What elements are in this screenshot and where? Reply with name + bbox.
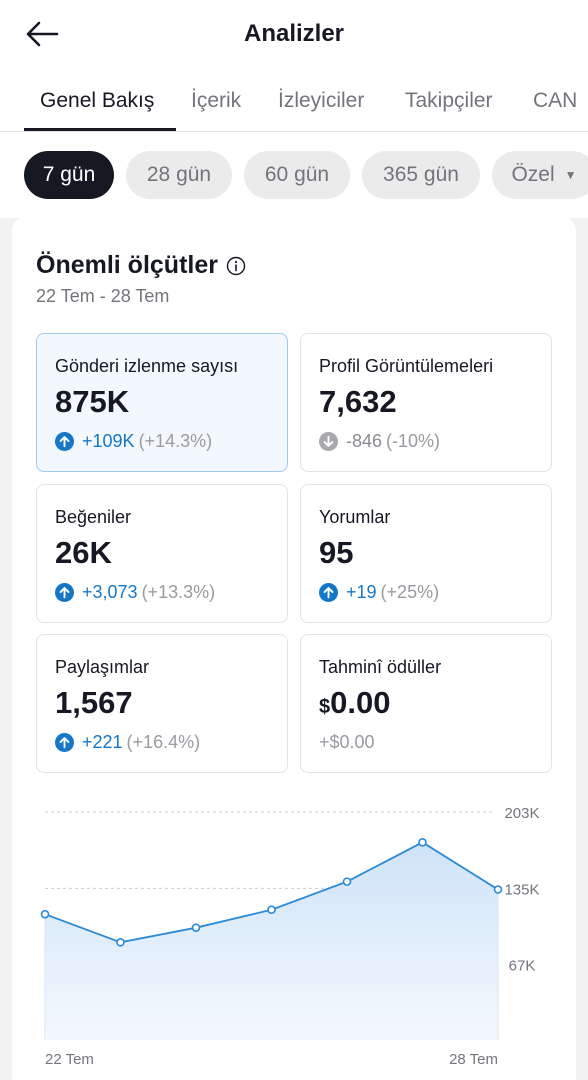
metric-value: 875K bbox=[55, 384, 130, 419]
data-point bbox=[191, 923, 201, 932]
period-chip-label: 60 gün bbox=[264, 163, 330, 186]
metric-change: +109K (+14.3%) bbox=[55, 431, 212, 452]
data-point bbox=[40, 909, 50, 919]
metric-value: $0.00 bbox=[319, 685, 390, 721]
period-selector: 7 gün 28 gün 60 gün 365 gün Özel ▼ bbox=[0, 132, 588, 218]
arrow-up-circle-icon bbox=[55, 432, 74, 451]
metric-percent: (-10%) bbox=[386, 431, 441, 451]
metric-change: +19 (+25%) bbox=[319, 582, 439, 603]
tab-live[interactable]: CAN bbox=[533, 89, 578, 112]
metric-label: Yorumlar bbox=[319, 507, 391, 527]
section-title: Önemli ölçütler bbox=[36, 251, 246, 280]
period-chip-label: 28 gün bbox=[146, 163, 212, 186]
metric-change: +$0.00 bbox=[319, 732, 375, 753]
metric-label: Beğeniler bbox=[55, 507, 132, 527]
metric-card-estimated-rewards[interactable]: Tahminî ödüller $0.00 +$0.00 bbox=[300, 634, 552, 773]
series-area bbox=[45, 842, 498, 1040]
active-tab-indicator bbox=[24, 128, 176, 131]
currency-symbol: $ bbox=[319, 696, 331, 718]
x-tick-label: 28 Tem bbox=[449, 1051, 498, 1068]
caret-down-icon: ▼ bbox=[564, 168, 577, 182]
metric-change: +3,073 (+13.3%) bbox=[55, 582, 215, 603]
metric-change: +221 (+16.4%) bbox=[55, 732, 200, 753]
metric-delta: +221 bbox=[82, 732, 123, 752]
page-title: Analizler bbox=[243, 20, 345, 47]
data-point bbox=[493, 885, 503, 894]
period-chip-28-days[interactable]: 28 gün bbox=[126, 151, 232, 199]
metric-label: Profil Görüntülemeleri bbox=[319, 356, 494, 376]
metric-delta: +109K bbox=[82, 431, 135, 451]
metric-card-post-views[interactable]: Gönderi izlenme sayısı 875K +109K (+14.3… bbox=[36, 333, 288, 472]
tab-overview[interactable]: Genel Bakış bbox=[40, 89, 155, 112]
data-point bbox=[116, 937, 125, 947]
metric-delta: +19 bbox=[346, 582, 377, 602]
metric-value: 26K bbox=[55, 535, 112, 570]
period-chip-custom[interactable]: Özel ▼ bbox=[492, 151, 588, 199]
period-chip-7-days[interactable]: 7 gün bbox=[24, 151, 114, 199]
info-icon[interactable] bbox=[226, 256, 246, 276]
metric-label: Paylaşımlar bbox=[55, 657, 150, 677]
tab-content[interactable]: İçerik bbox=[191, 89, 242, 112]
y-tick-label: 135K bbox=[504, 881, 539, 898]
metric-percent: (+16.4%) bbox=[126, 732, 201, 752]
data-point bbox=[267, 905, 276, 915]
x-tick-label: 22 Tem bbox=[45, 1051, 94, 1068]
metric-label: Tahminî ödüller bbox=[319, 657, 442, 677]
arrow-up-circle-icon bbox=[55, 583, 74, 602]
arrow-down-circle-icon bbox=[319, 432, 338, 451]
metric-percent: (+13.3%) bbox=[141, 582, 216, 602]
metric-delta: +$0.00 bbox=[319, 732, 375, 752]
metric-change: -846 (-10%) bbox=[319, 431, 440, 452]
metric-delta: +3,073 bbox=[82, 582, 138, 602]
post-views-chart: 203K 135K 67K 22 Tem 28 Tem bbox=[40, 805, 540, 1068]
metric-card-comments[interactable]: Yorumlar 95 +19 (+25%) bbox=[300, 484, 552, 623]
metric-value: 7,632 bbox=[319, 384, 397, 419]
key-metrics-card: Önemli ölçütler 22 Tem - 28 Tem Gönderi … bbox=[12, 217, 576, 1080]
data-point bbox=[418, 838, 427, 847]
metric-amount: 0.00 bbox=[330, 685, 391, 720]
period-chip-60-days[interactable]: 60 gün bbox=[244, 151, 350, 199]
period-chip-label: 7 gün bbox=[42, 163, 96, 186]
metric-value: 95 bbox=[319, 535, 354, 570]
metric-percent: (+25%) bbox=[380, 582, 440, 602]
back-button[interactable] bbox=[22, 14, 62, 54]
period-chip-label: 365 gün bbox=[383, 163, 459, 186]
metric-value: 1,567 bbox=[55, 685, 133, 720]
metric-card-shares[interactable]: Paylaşımlar 1,567 +221 (+16.4%) bbox=[36, 634, 288, 773]
metric-delta: -846 bbox=[346, 431, 383, 451]
metric-card-profile-views[interactable]: Profil Görüntülemeleri 7,632 -846 (-10%) bbox=[300, 333, 552, 472]
date-range: 22 Tem - 28 Tem bbox=[36, 286, 170, 306]
metric-percent: (+14.3%) bbox=[138, 431, 213, 451]
y-tick-label: 67K bbox=[509, 958, 536, 975]
y-tick-label: 203K bbox=[504, 805, 539, 822]
arrow-up-circle-icon bbox=[55, 733, 74, 752]
arrow-left-icon bbox=[26, 21, 59, 47]
section-title-text: Önemli ölçütler bbox=[36, 251, 218, 279]
data-point bbox=[342, 877, 352, 886]
period-chip-label: Özel bbox=[511, 163, 555, 186]
period-chip-365-days[interactable]: 365 gün bbox=[362, 151, 480, 199]
metric-label: Gönderi izlenme sayısı bbox=[55, 356, 239, 376]
tab-followers[interactable]: Takipçiler bbox=[405, 89, 493, 112]
tab-viewers[interactable]: İzleyiciler bbox=[278, 89, 365, 112]
analytics-tabs: Genel Bakış İçerik İzleyiciler Takipçile… bbox=[0, 70, 588, 132]
metric-card-likes[interactable]: Beğeniler 26K +3,073 (+13.3%) bbox=[36, 484, 288, 623]
arrow-up-circle-icon bbox=[319, 583, 338, 602]
app-header: Analizler bbox=[0, 0, 588, 70]
